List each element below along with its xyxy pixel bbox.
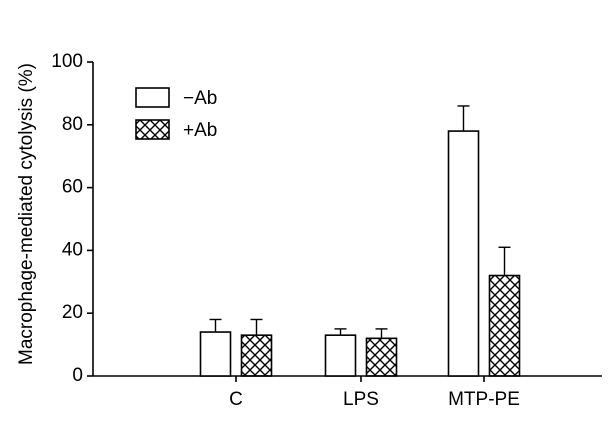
bar-minus-ab (199, 331, 232, 377)
bar-plus-ab (365, 337, 398, 377)
y-tick-label: 60 (62, 177, 83, 198)
y-tick-label: 80 (62, 114, 83, 135)
y-axis-ticks: 0 20 40 60 80 100 (51, 51, 93, 386)
legend-label-plus-ab: +Ab (183, 120, 217, 141)
bars (199, 105, 521, 377)
axes (92, 62, 602, 377)
y-tick-label: 0 (72, 365, 83, 386)
bar-minus-ab (447, 130, 480, 377)
legend-swatch-minus-ab (135, 87, 170, 108)
bar-plus-ab (488, 274, 521, 377)
legend-label-minus-ab: −Ab (183, 88, 217, 109)
y-axis-title: Macrophage-mediated cytolysis (%) (16, 63, 37, 365)
bar-plus-ab (240, 334, 273, 377)
legend: −Ab +Ab (135, 87, 217, 141)
y-tick-label: 100 (51, 51, 83, 72)
bar-minus-ab (324, 334, 357, 377)
legend-swatch-plus-ab (135, 119, 170, 140)
y-tick-label: 20 (62, 302, 83, 323)
x-axis-ticks: C LPS MTP-PE (229, 376, 520, 410)
x-tick-label: MTP-PE (448, 389, 520, 410)
y-tick-label: 40 (62, 239, 83, 260)
x-tick-label: C (229, 389, 243, 410)
x-tick-label: LPS (343, 389, 379, 410)
